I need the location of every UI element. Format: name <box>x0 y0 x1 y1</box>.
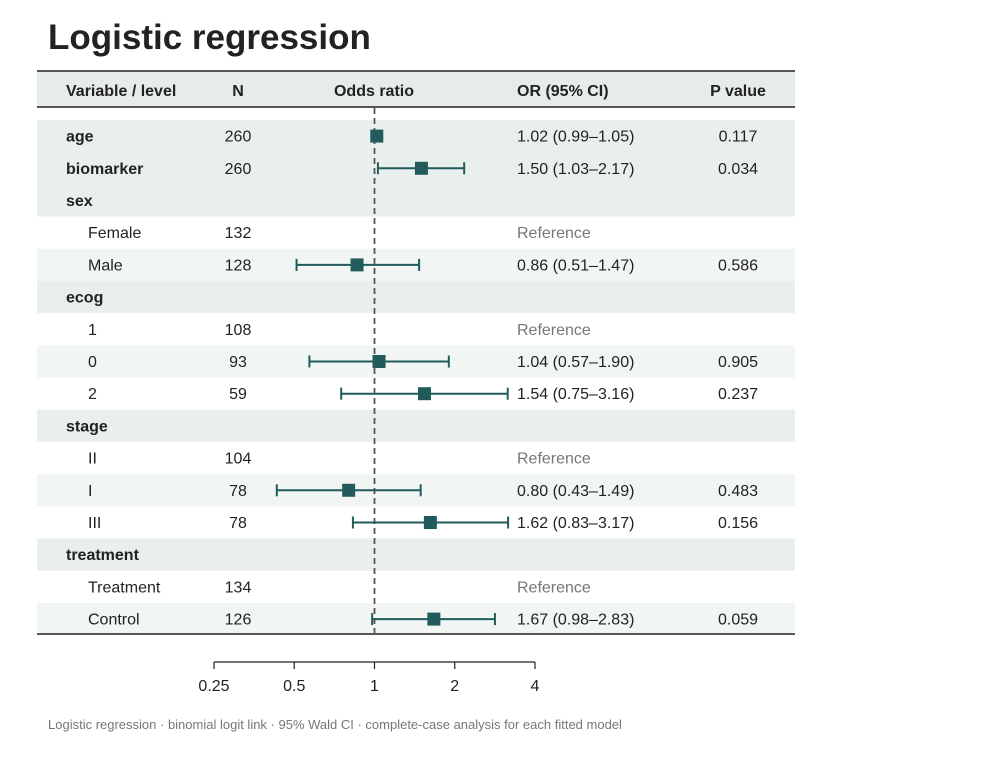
row-or-ci: 1.04 (0.57–1.90) <box>517 354 634 371</box>
or-marker <box>372 355 386 368</box>
row-label: biomarker <box>66 161 143 178</box>
row-p-value: 0.237 <box>718 386 758 403</box>
x-axis: 0.25 0.5 1 2 4 <box>198 661 540 695</box>
reference-label: Reference <box>517 225 591 242</box>
row-label: Male <box>88 257 123 274</box>
row-label: Control <box>88 612 140 629</box>
or-marker <box>427 612 441 626</box>
reference-label: Reference <box>517 451 591 468</box>
row-n: 78 <box>229 483 247 500</box>
header-odds-ratio: Odds ratio <box>334 83 414 100</box>
row-label: III <box>88 515 101 532</box>
row-label: I <box>88 483 92 500</box>
row-n: 78 <box>229 515 247 532</box>
table-rows: age 260 1.02 (0.99–1.05) 0.117 biomarker 260 1… <box>66 129 758 629</box>
row-label: stage <box>66 418 108 435</box>
row-p-value: 0.059 <box>718 612 758 629</box>
row-n: 134 <box>225 579 252 596</box>
row-or-ci: 0.86 (0.51–1.47) <box>517 257 634 274</box>
chart-title: Logistic regression <box>48 18 371 57</box>
axis-tick-label: 1 <box>370 678 379 695</box>
row-label: sex <box>66 193 93 210</box>
row-or-ci: 0.80 (0.43–1.49) <box>517 483 634 500</box>
row-n: 108 <box>225 322 252 339</box>
row-label: Treatment <box>88 579 161 596</box>
row-p-value: 0.117 <box>719 129 758 146</box>
row-label: Female <box>88 225 141 242</box>
row-label: ecog <box>66 290 103 307</box>
row-or-ci: 1.62 (0.83–3.17) <box>517 515 634 532</box>
or-marker <box>423 516 437 529</box>
row-n: 59 <box>229 386 247 403</box>
header-variable: Variable / level <box>66 83 176 100</box>
row-label: 0 <box>88 354 97 371</box>
row-n: 104 <box>225 451 252 468</box>
axis-tick-label: 2 <box>450 678 459 695</box>
row-label: treatment <box>66 547 140 564</box>
row-band <box>37 570 795 603</box>
row-band <box>37 313 795 346</box>
row-label: age <box>66 129 94 146</box>
caption: Logistic regression · binomial logit lin… <box>48 717 622 732</box>
row-or-ci: 1.67 (0.98–2.83) <box>517 612 634 629</box>
header-or-ci: OR (95% CI) <box>517 83 609 100</box>
row-or-ci: 1.54 (0.75–3.16) <box>517 386 634 403</box>
axis-tick-label: 0.5 <box>283 678 305 695</box>
or-marker <box>370 129 384 143</box>
row-band <box>37 442 795 475</box>
row-band <box>37 409 795 442</box>
reference-label: Reference <box>517 579 591 596</box>
row-band <box>37 281 795 314</box>
row-label: II <box>88 451 97 468</box>
row-or-ci: 1.02 (0.99–1.05) <box>517 129 634 146</box>
row-band <box>37 120 795 153</box>
row-band <box>37 216 795 249</box>
row-p-value: 0.034 <box>718 161 758 178</box>
row-n: 93 <box>229 354 247 371</box>
row-label: 2 <box>88 386 97 403</box>
row-n: 132 <box>225 225 252 242</box>
row-n: 126 <box>225 612 252 629</box>
row-n: 260 <box>225 161 252 178</box>
row-or-ci: 1.50 (1.03–2.17) <box>517 161 634 178</box>
header-p-value: P value <box>710 83 766 100</box>
row-band <box>37 538 795 571</box>
row-label: 1 <box>88 322 97 339</box>
or-marker <box>350 258 364 272</box>
header-background <box>37 71 795 107</box>
row-n: 128 <box>225 257 252 274</box>
row-p-value: 0.483 <box>718 483 758 500</box>
row-bands <box>37 120 795 636</box>
or-marker <box>414 161 428 175</box>
header-n: N <box>232 83 244 100</box>
row-band <box>37 184 795 217</box>
reference-label: Reference <box>517 322 591 339</box>
axis-tick-label: 4 <box>531 678 540 695</box>
or-marker <box>417 387 431 401</box>
row-n: 260 <box>225 129 252 146</box>
or-marker <box>342 483 356 497</box>
row-p-value: 0.905 <box>718 354 758 371</box>
axis-tick-label: 0.25 <box>198 678 229 695</box>
row-p-value: 0.586 <box>718 257 758 274</box>
row-p-value: 0.156 <box>718 515 758 532</box>
